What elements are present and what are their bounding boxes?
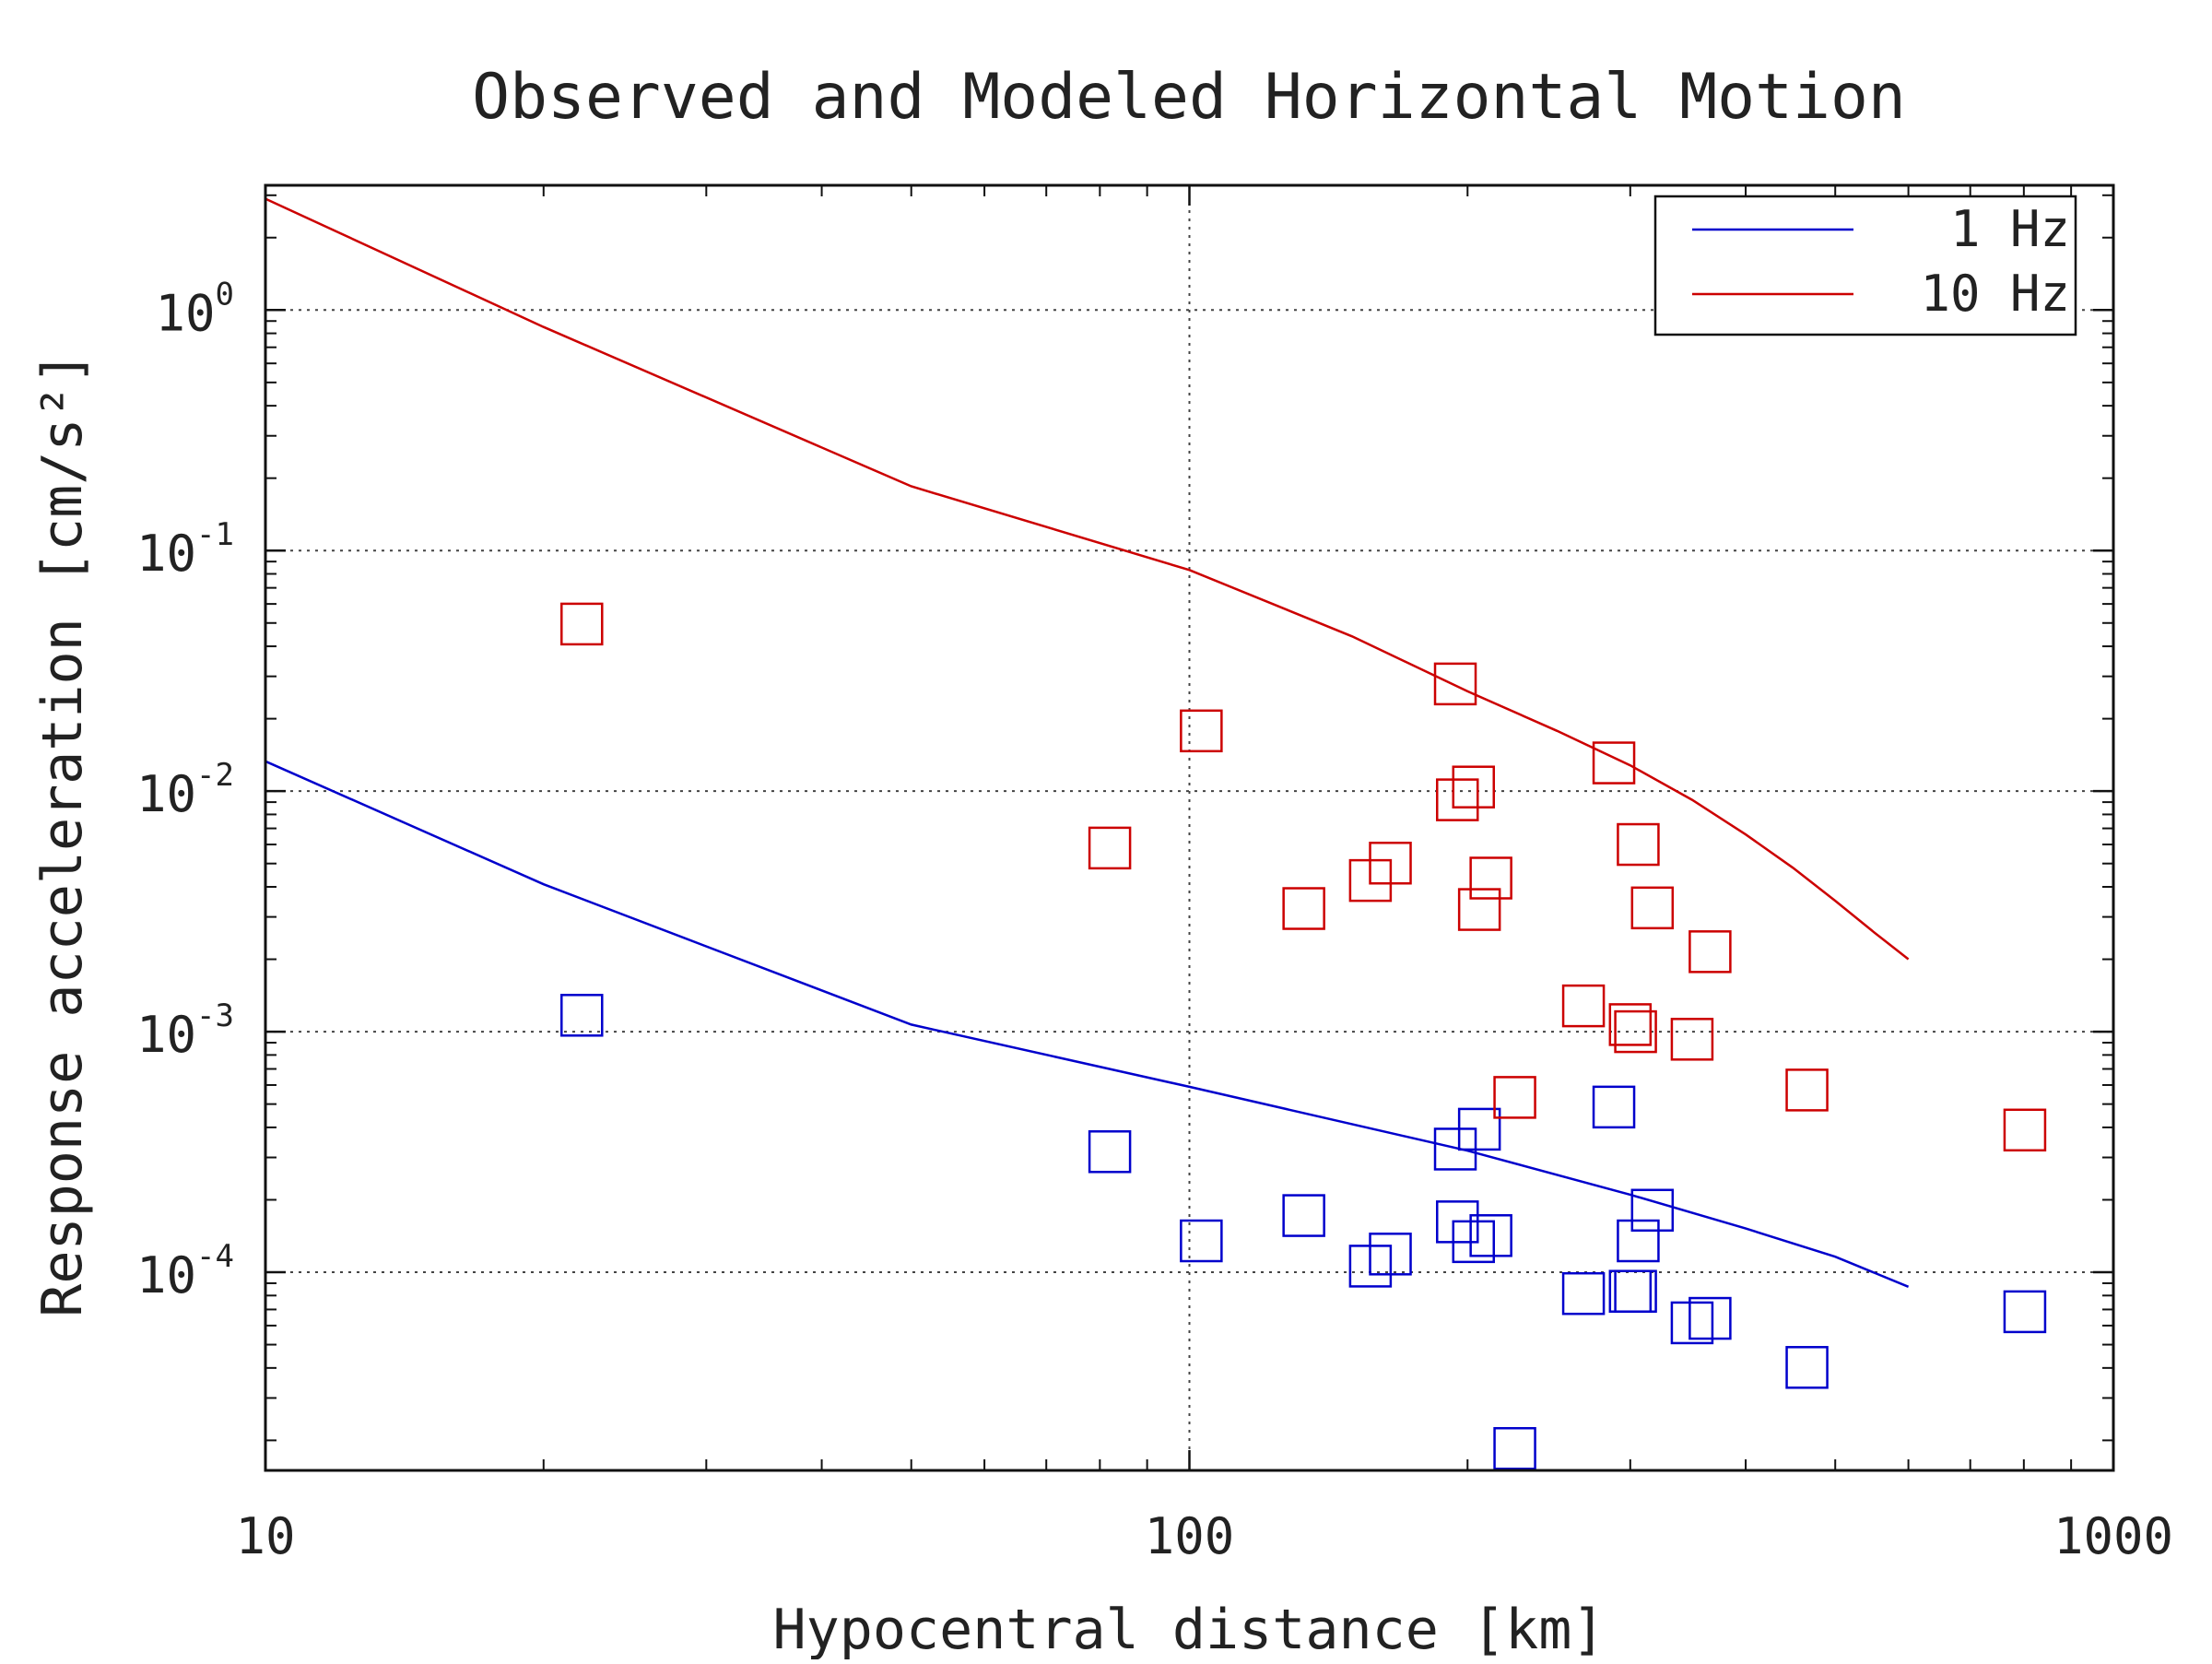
marker-2-20 (1785, 1346, 1829, 1389)
x-tick-label-2: 1000 (2053, 1507, 2173, 1565)
marker-3-19 (1688, 930, 1732, 974)
marker-2-2 (1180, 1219, 1223, 1263)
marker-3-16 (1617, 822, 1660, 867)
marker-2-3 (1282, 1194, 1325, 1237)
marker-3-8 (1452, 765, 1496, 808)
marker-2-12 (1561, 1271, 1606, 1316)
marker-3-5 (1369, 842, 1412, 885)
marker-3-0 (560, 602, 604, 646)
marker-2-8 (1452, 1220, 1496, 1264)
series-layer (265, 197, 2047, 1470)
chart-title: Observed and Modeled Horizontal Motion (472, 61, 1906, 134)
y-tick-label-4: 10-4 (136, 1238, 234, 1304)
legend-label-1: 10 Hz (1920, 265, 2070, 323)
marker-3-20 (1785, 1068, 1829, 1112)
marker-3-9 (1457, 888, 1501, 931)
marker-3-10 (1469, 856, 1512, 900)
legend-label-0: 1 Hz (1950, 200, 2070, 258)
marker-2-15 (1614, 1269, 1657, 1313)
y-axis-label: Response acceleration [cm/s²] (30, 351, 95, 1317)
marker-2-9 (1457, 1107, 1501, 1151)
series-line-0 (265, 760, 1910, 1288)
marker-3-15 (1614, 1009, 1657, 1054)
marker-3-2 (1180, 709, 1223, 753)
marker-2-19 (1688, 1296, 1732, 1340)
y-tick-label-0: 100 (155, 276, 234, 342)
marker-2-13 (1592, 1085, 1636, 1129)
y-tick-label-3: 10-3 (136, 997, 234, 1064)
grid-layer (265, 185, 2113, 1470)
marker-3-17 (1630, 886, 1675, 930)
marker-2-16 (1617, 1219, 1660, 1263)
y-tick-label-2: 10-2 (136, 757, 234, 823)
marker-2-0 (560, 994, 604, 1037)
legend: 1 Hz 10 Hz (1653, 195, 2077, 336)
marker-3-1 (1088, 826, 1132, 870)
marker-3-11 (1493, 1076, 1536, 1119)
marker-2-1 (1088, 1130, 1132, 1174)
marker-3-3 (1282, 887, 1325, 930)
x-axis-label: Hypocentral distance [km] (772, 1598, 1605, 1659)
marker-3-12 (1561, 984, 1606, 1028)
marker-3-7 (1436, 778, 1479, 821)
y-tick-label-1: 10-1 (136, 516, 234, 583)
x-tick-label-1: 100 (1145, 1507, 1235, 1565)
marker-3-13 (1592, 741, 1636, 785)
tick-layer: 10 100 1000 100 10-1 10-2 10-3 10-4 (136, 276, 2173, 1565)
marker-2-5 (1369, 1233, 1412, 1276)
legend-box (1653, 195, 2077, 336)
x-tick-label-0: 10 (235, 1507, 295, 1565)
marker-3-21 (2003, 1108, 2047, 1152)
marker-3-6 (1433, 662, 1477, 706)
marker-3-14 (1608, 1003, 1653, 1046)
marker-2-21 (2003, 1290, 2047, 1334)
marker-2-17 (1630, 1188, 1675, 1233)
marker-3-18 (1670, 1018, 1714, 1061)
axes-layer (264, 183, 2115, 1472)
marker-2-18 (1670, 1301, 1714, 1345)
marker-2-11 (1493, 1426, 1536, 1470)
marker-2-10 (1469, 1214, 1512, 1257)
